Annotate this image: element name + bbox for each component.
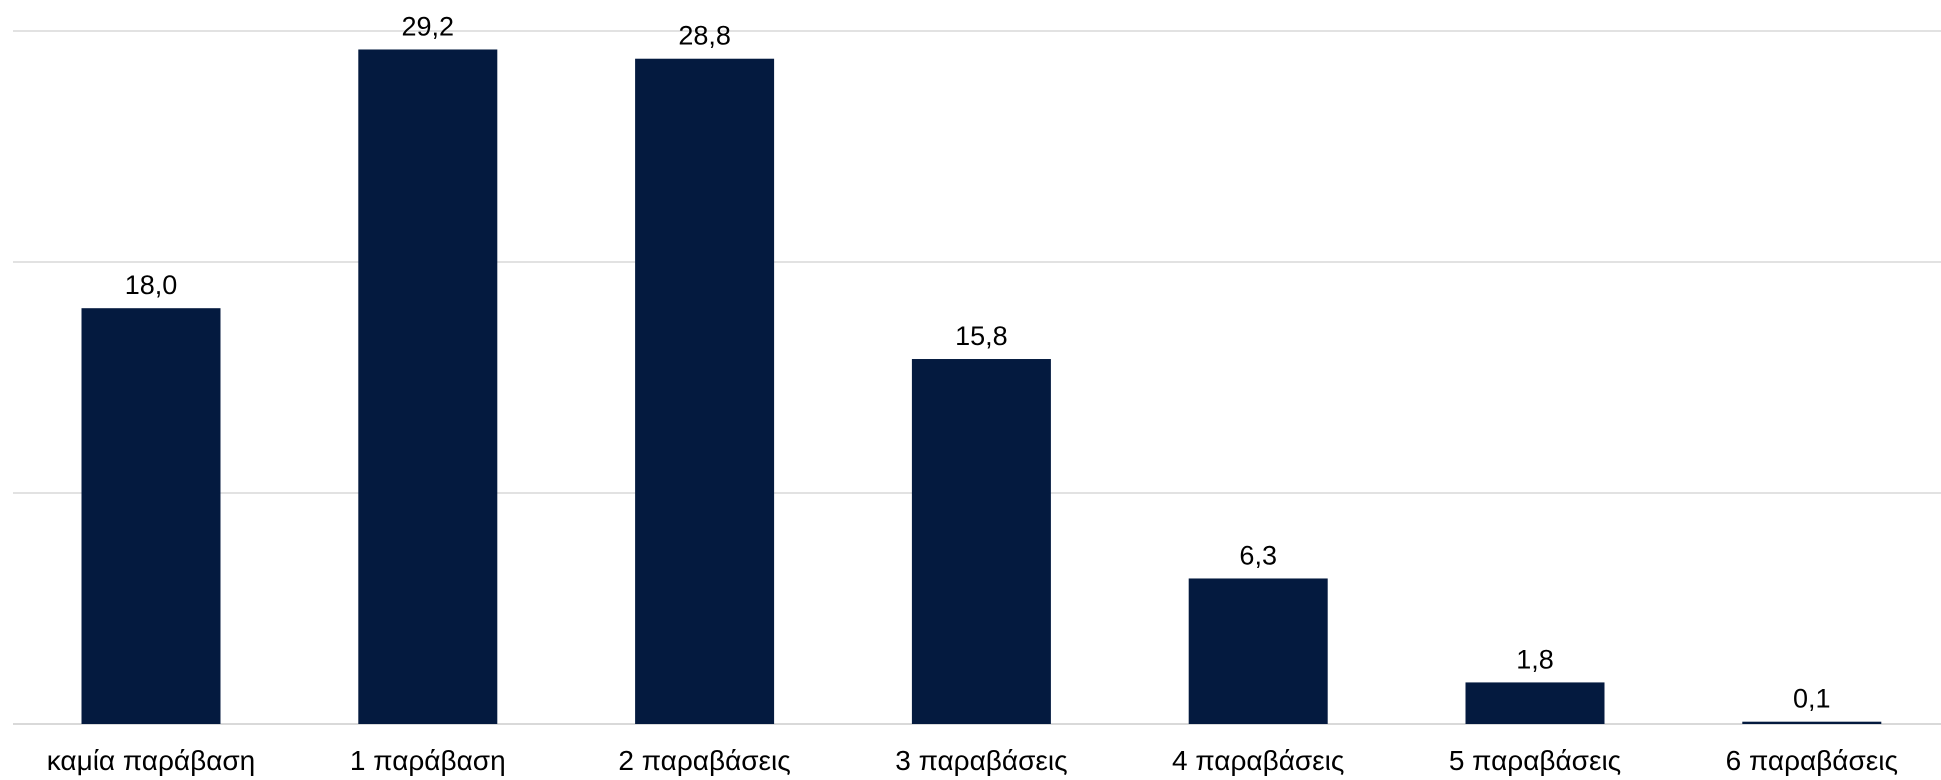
x-tick-label: 6 παραβάσεις — [1726, 745, 1898, 776]
bar-value-label: 28,8 — [678, 21, 731, 51]
data-labels: 18,0 29,2 28,8 15,8 6,3 1,8 0,1 — [125, 11, 1831, 713]
bar — [911, 359, 1051, 724]
bar-value-label: 15,8 — [955, 321, 1008, 351]
bar — [358, 49, 498, 725]
bar-value-label: 29,2 — [402, 11, 455, 41]
bar-value-label: 18,0 — [125, 270, 178, 300]
x-axis-tick-labels: καμία παράβαση 1 παράβαση 2 παραβάσεις 3 πα… — [47, 745, 1898, 776]
bar — [635, 58, 775, 725]
x-tick-label: καμία παράβαση — [47, 745, 256, 776]
bar-value-label: 1,8 — [1516, 644, 1554, 674]
bar — [1465, 682, 1605, 724]
bar — [1742, 721, 1882, 724]
x-tick-label: 3 παραβάσεις — [895, 745, 1067, 776]
x-tick-label: 4 παραβάσεις — [1172, 745, 1344, 776]
x-tick-label: 1 παράβαση — [350, 745, 506, 776]
bar-value-label: 0,1 — [1793, 684, 1831, 714]
bar — [1188, 578, 1328, 724]
bars — [81, 49, 1882, 725]
x-tick-label: 2 παραβάσεις — [618, 745, 790, 776]
x-tick-label: 5 παραβάσεις — [1449, 745, 1621, 776]
bar-value-label: 6,3 — [1239, 540, 1277, 570]
bar — [81, 308, 221, 724]
